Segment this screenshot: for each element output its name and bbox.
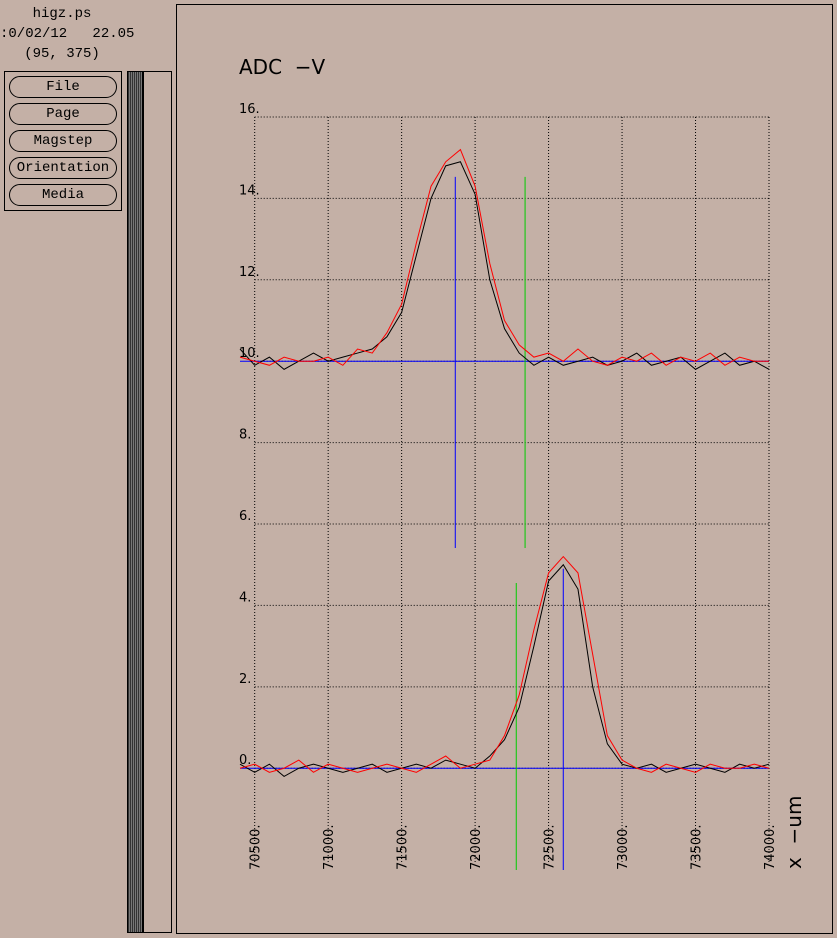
timestamp: :0/02/12 22.05 — [0, 26, 135, 42]
x-tick-label: 73000. — [616, 825, 631, 871]
y-tick-label: 12. — [239, 265, 260, 280]
x-axis-label: x −um — [782, 796, 806, 869]
menu-button[interactable]: Magstep — [9, 130, 117, 152]
coordinates: (95, 375) — [24, 46, 100, 62]
y-tick-label: 8. — [239, 428, 251, 443]
chart: ADC −V x −um 0.2.4.6.8.10.12.14.16.70500… — [176, 4, 833, 934]
y-tick-label: 16. — [239, 102, 260, 117]
menu-button[interactable]: Media — [9, 184, 117, 206]
x-tick-label: 72500. — [543, 825, 558, 871]
y-tick-label: 0. — [239, 753, 251, 768]
y-tick-label: 6. — [239, 509, 251, 524]
x-tick-label: 74000. — [763, 825, 778, 871]
data-line — [239, 148, 769, 366]
file-name: higz.ps — [32, 6, 92, 22]
data-line — [239, 555, 770, 773]
button-panel: File Page Magstep Orientation Media — [4, 71, 122, 211]
menu-button[interactable]: File — [9, 76, 117, 98]
y-tick-label: 2. — [239, 672, 251, 687]
chart-title: ADC −V — [239, 55, 326, 79]
y-tick-label: 14. — [239, 183, 260, 198]
menu-button[interactable]: Page — [9, 103, 117, 125]
x-tick-label: 73500. — [690, 825, 705, 871]
side-panel — [143, 71, 172, 933]
y-tick-label: 4. — [239, 590, 251, 605]
x-tick-label: 71000. — [322, 825, 337, 871]
x-tick-label: 71500. — [396, 825, 411, 871]
data-line — [239, 161, 770, 370]
scrollbar[interactable] — [127, 71, 143, 933]
data-line — [239, 563, 770, 777]
frame — [176, 4, 833, 934]
menu-button[interactable]: Orientation — [9, 157, 117, 179]
x-tick-label: 70500. — [249, 825, 264, 871]
x-tick-label: 72000. — [469, 825, 484, 871]
